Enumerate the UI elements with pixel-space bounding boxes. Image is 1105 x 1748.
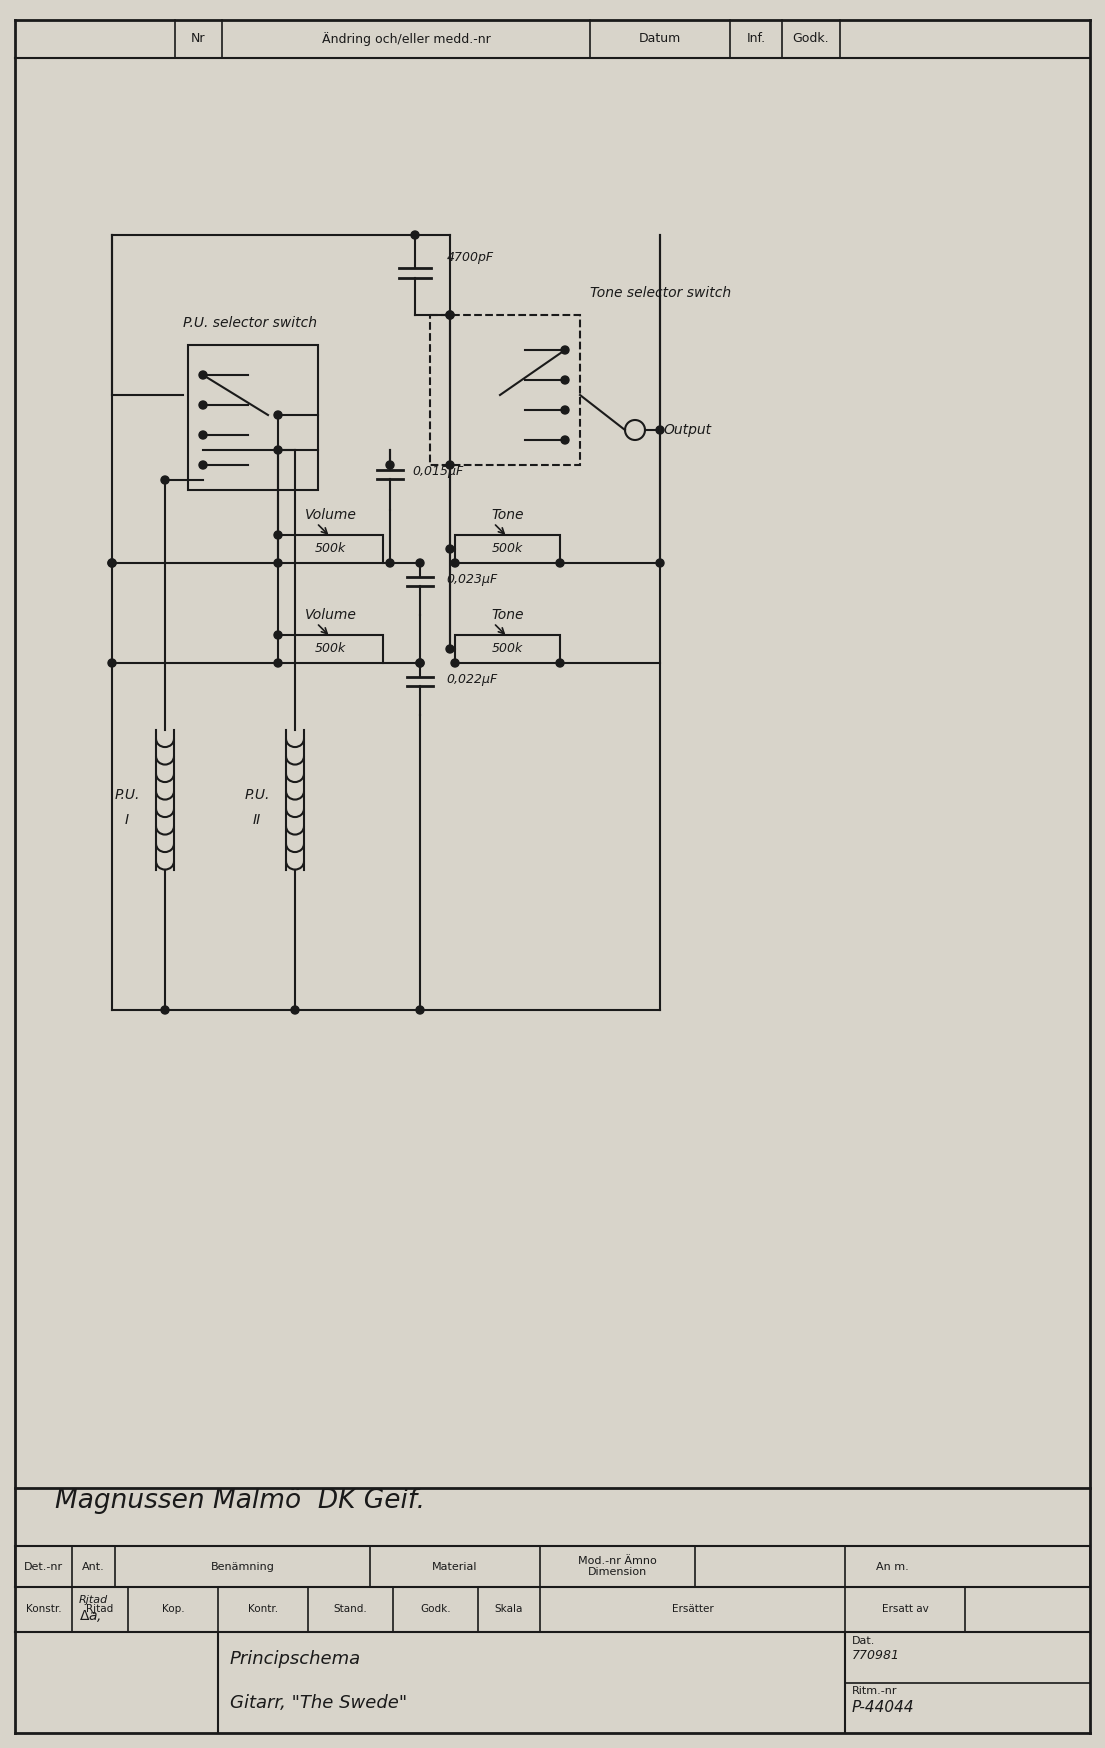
- Text: Dat.: Dat.: [852, 1636, 875, 1647]
- Text: Tone: Tone: [492, 509, 524, 523]
- Text: 500k: 500k: [315, 542, 346, 556]
- Circle shape: [199, 400, 207, 409]
- Circle shape: [656, 559, 664, 566]
- Text: P.U.: P.U.: [244, 788, 270, 802]
- Text: Benämning: Benämning: [211, 1561, 274, 1571]
- Text: Tone selector switch: Tone selector switch: [590, 287, 732, 301]
- Bar: [278, 535, 383, 563]
- Circle shape: [556, 659, 564, 668]
- Text: Inf.: Inf.: [747, 33, 766, 45]
- Circle shape: [561, 435, 569, 444]
- Text: Godk.: Godk.: [420, 1605, 451, 1615]
- Text: P.U. selector switch: P.U. selector switch: [183, 316, 317, 330]
- Text: Output: Output: [663, 423, 712, 437]
- Circle shape: [108, 559, 116, 566]
- Circle shape: [199, 371, 207, 379]
- Circle shape: [451, 559, 459, 566]
- Text: 500k: 500k: [492, 643, 523, 656]
- Text: Ersatt av: Ersatt av: [882, 1605, 928, 1615]
- Circle shape: [274, 411, 282, 420]
- Circle shape: [556, 559, 564, 566]
- Circle shape: [274, 631, 282, 640]
- Text: Ersätter: Ersätter: [672, 1605, 714, 1615]
- Bar: [455, 635, 560, 662]
- Text: P.U.: P.U.: [114, 788, 139, 802]
- Circle shape: [386, 559, 394, 566]
- Circle shape: [161, 475, 169, 484]
- Circle shape: [108, 659, 116, 668]
- Text: Material: Material: [432, 1561, 477, 1571]
- Text: Stand.: Stand.: [334, 1605, 367, 1615]
- Circle shape: [561, 346, 569, 355]
- Text: Volume: Volume: [305, 509, 357, 523]
- Circle shape: [274, 531, 282, 538]
- Circle shape: [108, 559, 116, 566]
- Bar: [430, 315, 580, 465]
- Text: Konstr.: Konstr.: [25, 1605, 61, 1615]
- Text: Ändring och/eller medd.-nr: Ändring och/eller medd.-nr: [322, 31, 491, 45]
- Circle shape: [446, 545, 454, 552]
- Text: 0,023μF: 0,023μF: [446, 573, 497, 587]
- Text: Nr: Nr: [191, 33, 206, 45]
- Text: Tone: Tone: [492, 608, 524, 622]
- Text: Kop.: Kop.: [161, 1605, 185, 1615]
- Circle shape: [656, 427, 664, 434]
- Text: An m.: An m.: [876, 1561, 909, 1571]
- Text: Rjtad: Rjtad: [78, 1594, 107, 1605]
- Circle shape: [415, 659, 424, 668]
- Circle shape: [415, 559, 424, 566]
- Text: 770981: 770981: [852, 1648, 899, 1662]
- Text: I: I: [125, 813, 129, 827]
- Text: 0,015μF: 0,015μF: [412, 465, 464, 479]
- Circle shape: [274, 446, 282, 454]
- Text: Principschema: Principschema: [230, 1650, 361, 1668]
- Text: Ritm.-nr: Ritm.-nr: [852, 1687, 897, 1697]
- Circle shape: [446, 311, 454, 318]
- Text: II: II: [253, 813, 261, 827]
- Text: P-44044: P-44044: [852, 1701, 915, 1715]
- Text: Rjtad: Rjtad: [86, 1605, 114, 1615]
- Circle shape: [411, 231, 419, 239]
- Circle shape: [274, 559, 282, 566]
- Text: Skala: Skala: [495, 1605, 523, 1615]
- Circle shape: [386, 461, 394, 468]
- Circle shape: [199, 432, 207, 439]
- Text: 500k: 500k: [492, 542, 523, 556]
- Text: Magnussen Malmö  DK Geif.: Magnussen Malmö DK Geif.: [55, 1488, 425, 1514]
- Circle shape: [446, 461, 454, 468]
- Text: 0,022μF: 0,022μF: [446, 673, 497, 687]
- Text: $\Delta$a,: $\Delta$a,: [78, 1608, 102, 1624]
- Text: Mod.-nr Ämno
Dimension: Mod.-nr Ämno Dimension: [578, 1556, 656, 1577]
- Circle shape: [451, 659, 459, 668]
- Circle shape: [561, 376, 569, 385]
- Text: Ant.: Ant.: [82, 1561, 105, 1571]
- Bar: [188, 344, 318, 489]
- Circle shape: [446, 645, 454, 654]
- Circle shape: [161, 1007, 169, 1014]
- Circle shape: [291, 1007, 299, 1014]
- Text: Kontr.: Kontr.: [248, 1605, 278, 1615]
- Circle shape: [446, 311, 454, 318]
- Circle shape: [561, 406, 569, 414]
- Bar: [455, 535, 560, 563]
- Bar: [278, 635, 383, 662]
- Circle shape: [199, 461, 207, 468]
- Circle shape: [415, 659, 424, 668]
- Text: Godk.: Godk.: [792, 33, 830, 45]
- Text: Det.-nr: Det.-nr: [24, 1561, 63, 1571]
- Text: Gitarr, "The Swede": Gitarr, "The Swede": [230, 1694, 407, 1711]
- Circle shape: [274, 659, 282, 668]
- Circle shape: [415, 1007, 424, 1014]
- Text: 500k: 500k: [315, 643, 346, 656]
- Text: Volume: Volume: [305, 608, 357, 622]
- Text: Datum: Datum: [639, 33, 681, 45]
- Text: 4700pF: 4700pF: [446, 252, 494, 264]
